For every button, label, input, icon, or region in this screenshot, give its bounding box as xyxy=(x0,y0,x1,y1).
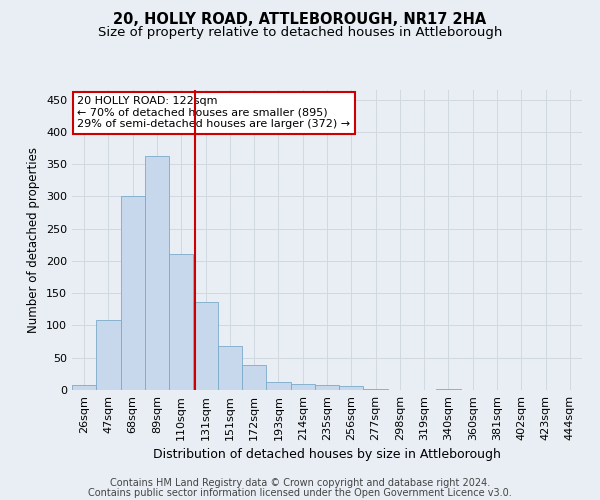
Bar xyxy=(96,320,121,390)
Bar xyxy=(169,254,193,390)
Bar xyxy=(145,156,169,390)
X-axis label: Distribution of detached houses by size in Attleborough: Distribution of detached houses by size … xyxy=(153,448,501,462)
Bar xyxy=(193,302,218,390)
Text: Contains HM Land Registry data © Crown copyright and database right 2024.: Contains HM Land Registry data © Crown c… xyxy=(110,478,490,488)
Bar xyxy=(242,366,266,390)
Bar xyxy=(72,385,96,390)
Bar xyxy=(121,196,145,390)
Bar xyxy=(339,386,364,390)
Bar xyxy=(315,385,339,390)
Text: Contains public sector information licensed under the Open Government Licence v3: Contains public sector information licen… xyxy=(88,488,512,498)
Text: 20, HOLLY ROAD, ATTLEBOROUGH, NR17 2HA: 20, HOLLY ROAD, ATTLEBOROUGH, NR17 2HA xyxy=(113,12,487,28)
Bar xyxy=(364,388,388,390)
Bar xyxy=(266,382,290,390)
Text: 20 HOLLY ROAD: 122sqm
← 70% of detached houses are smaller (895)
29% of semi-det: 20 HOLLY ROAD: 122sqm ← 70% of detached … xyxy=(77,96,350,129)
Bar xyxy=(436,388,461,390)
Bar xyxy=(218,346,242,390)
Text: Size of property relative to detached houses in Attleborough: Size of property relative to detached ho… xyxy=(98,26,502,39)
Bar xyxy=(290,384,315,390)
Y-axis label: Number of detached properties: Number of detached properties xyxy=(28,147,40,333)
